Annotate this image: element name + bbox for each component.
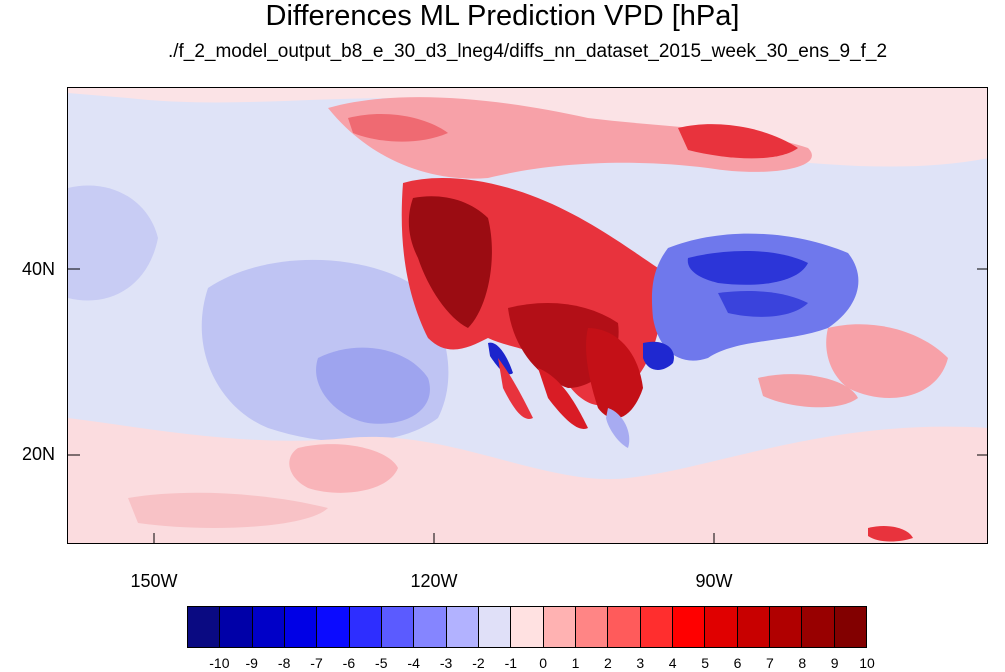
- bc-red-patch: [348, 113, 448, 142]
- colorbar-swatch: [640, 607, 673, 647]
- colorbar-swatch: [608, 607, 641, 647]
- colorbar-tick-label: 10: [859, 655, 875, 671]
- baja-blue-patch: [488, 342, 513, 375]
- colorbar-tick-label: -5: [375, 655, 388, 671]
- canada-red-core: [678, 124, 798, 159]
- lat-label-40n: 40N: [22, 259, 56, 279]
- mexico-red-strip: [538, 368, 588, 429]
- colorbar-tick-label: -4: [407, 655, 420, 671]
- colorbar-swatch: [575, 607, 609, 647]
- colorbar-tick-label: -9: [245, 655, 258, 671]
- baja-red-strip: [498, 358, 533, 419]
- lon-label-120w: 120W: [410, 571, 458, 591]
- gulf-coast-dark-blue: [643, 341, 674, 370]
- colorbar-swatch: [220, 607, 253, 647]
- colorbar-tick-label: -7: [310, 655, 323, 671]
- colorbar-swatch: [511, 607, 544, 647]
- colorbar-swatch: [705, 607, 738, 647]
- colorbar-tick-label: -2: [472, 655, 485, 671]
- colorbar-tick-label: 4: [668, 655, 677, 671]
- colorbar-swatch: [737, 607, 770, 647]
- canada-red-band: [328, 97, 812, 179]
- pacific-pink-patch: [289, 444, 398, 493]
- map-tick-marks: [68, 268, 987, 543]
- colorbar-swatch: [188, 607, 221, 647]
- florida-pink-patch: [758, 374, 858, 408]
- colorbar-swatch: [478, 607, 512, 647]
- colorbar-swatch: [802, 607, 835, 647]
- colorbar-swatch: [317, 607, 350, 647]
- lat-label-20n: 20N: [22, 444, 56, 464]
- chart-subtitle: ./f_2_model_output_b8_e_30_d3_lneg4/diff…: [167, 41, 888, 62]
- colorbar-tick-label: 1: [571, 655, 580, 671]
- vpd-difference-map: [68, 88, 987, 543]
- colorbar-tick-label: 9: [830, 655, 839, 671]
- lon-label-150w: 150W: [130, 571, 178, 591]
- map-panel: [67, 87, 988, 544]
- midwest-dark-blue: [687, 251, 808, 285]
- colorbar-swatch: [769, 607, 803, 647]
- colorbar-tick-label: -8: [277, 655, 291, 671]
- colorbar-tick-label: -1: [504, 655, 518, 671]
- colorbar-tick-label: 5: [701, 655, 709, 671]
- texas-dark-red: [586, 328, 643, 419]
- colorbar-swatch: [672, 607, 706, 647]
- colorbar-swatch: [543, 607, 576, 647]
- colorbar-swatch: [446, 607, 479, 647]
- colorbar-tick-label: -3: [439, 655, 453, 671]
- pacific-darker-blue: [316, 347, 430, 424]
- colorbar-swatch: [284, 607, 318, 647]
- south-pink-patch: [128, 492, 328, 528]
- lon-label-90w: 90W: [695, 571, 733, 591]
- colorbar: [187, 606, 867, 648]
- colorbar-tick-label: 6: [733, 655, 742, 671]
- colorbar-tick-label: 2: [604, 655, 612, 671]
- california-nevada-dark-red: [408, 196, 492, 328]
- colorbar-swatch: [381, 607, 415, 647]
- southeast-atlantic-pink: [826, 324, 948, 398]
- mexico-blue-patch: [606, 408, 630, 448]
- colorbar-swatch: [252, 607, 285, 647]
- colorbar-tick-label: 7: [765, 655, 774, 671]
- colorbar-tick-label: 3: [636, 655, 645, 671]
- ohio-valley-dark-blue: [718, 291, 808, 317]
- colorbar-tick-label: 8: [798, 655, 807, 671]
- caribbean-red-patch: [868, 526, 913, 542]
- colorbar-swatch: [414, 607, 447, 647]
- west-blue-region: [68, 185, 158, 301]
- chart-title: Differences ML Prediction VPD [hPa]: [265, 0, 740, 32]
- colorbar-tick-label: -6: [342, 655, 356, 671]
- colorbar-swatch: [834, 607, 866, 647]
- colorbar-tick-label: -10: [209, 655, 230, 671]
- colorbar-swatch: [349, 607, 382, 647]
- colorbar-tick-label: 0: [539, 655, 548, 671]
